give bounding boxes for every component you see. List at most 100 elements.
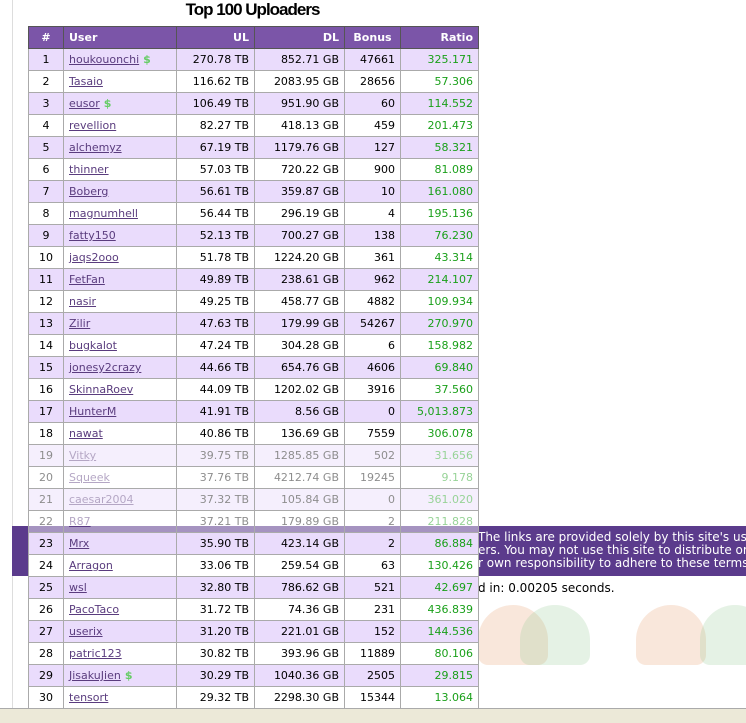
uploaded: 41.91 TB	[176, 400, 255, 423]
dollar-icon: $	[124, 669, 133, 682]
downloaded: 74.36 GB	[254, 598, 345, 621]
downloaded: 1179.76 GB	[254, 136, 345, 159]
user-link[interactable]: caesar2004	[69, 493, 134, 506]
user-link[interactable]: PacoTaco	[69, 603, 120, 616]
user-link[interactable]: Arragon	[69, 559, 113, 572]
ratio: 361.020	[400, 488, 479, 511]
rank: 18	[28, 422, 64, 445]
uploaded: 47.24 TB	[176, 334, 255, 357]
downloaded: 786.62 GB	[254, 576, 345, 599]
user-link[interactable]: jaqs2ooo	[69, 251, 119, 264]
ratio: 201.473	[400, 114, 479, 137]
col-ul: UL	[176, 26, 255, 49]
bonus: 60	[344, 92, 401, 115]
ratio: 43.314	[400, 246, 479, 269]
uploaded: 29.32 TB	[176, 686, 255, 709]
user-link[interactable]: nawat	[69, 427, 103, 440]
ratio: 270.970	[400, 312, 479, 335]
uploaded: 44.09 TB	[176, 378, 255, 401]
bonus: 2505	[344, 664, 401, 687]
table-row: 18 nawat 40.86 TB 136.69 GB 7559 306.078	[28, 422, 479, 445]
bonus: 0	[344, 488, 401, 511]
user-cell: patric123	[63, 642, 177, 665]
rank: 30	[28, 686, 64, 709]
bonus: 361	[344, 246, 401, 269]
uploaded: 57.03 TB	[176, 158, 255, 181]
user-cell: caesar2004	[63, 488, 177, 511]
user-link[interactable]: Squeek	[69, 471, 110, 484]
ratio: 42.697	[400, 576, 479, 599]
user-link[interactable]: wsl	[69, 581, 87, 594]
rank: 20	[28, 466, 64, 489]
mascot-decoration	[636, 605, 706, 665]
ratio: 158.982	[400, 334, 479, 357]
user-link[interactable]: Mrx	[69, 537, 90, 550]
uploaded: 30.82 TB	[176, 642, 255, 665]
user-link[interactable]: userix	[69, 625, 103, 638]
user-link[interactable]: revellion	[69, 119, 117, 132]
downloaded: 720.22 GB	[254, 158, 345, 181]
col-user: User	[63, 26, 177, 49]
table-header-row: # User UL DL Bonus Ratio	[28, 26, 479, 49]
table-row: 19 Vitky 39.75 TB 1285.85 GB 502 31.656	[28, 444, 479, 467]
user-link[interactable]: R87	[69, 515, 91, 528]
bonus: 4	[344, 202, 401, 225]
bonus: 4606	[344, 356, 401, 379]
user-link[interactable]: bugkalot	[69, 339, 117, 352]
ratio: 13.064	[400, 686, 479, 709]
user-cell: JisakuJien $	[63, 664, 177, 687]
user-link[interactable]: Vitky	[69, 449, 97, 462]
user-link[interactable]: tensort	[69, 691, 109, 704]
user-link[interactable]: Tasaio	[69, 75, 103, 88]
user-link[interactable]: eusor	[69, 97, 100, 110]
dollar-icon: $	[103, 97, 112, 110]
bonus: 47661	[344, 48, 401, 71]
ratio: 5,013.873	[400, 400, 479, 423]
user-link[interactable]: jonesy2crazy	[69, 361, 142, 374]
rank: 23	[28, 532, 64, 555]
user-link[interactable]: Zilir	[69, 317, 91, 330]
ratio: 436.839	[400, 598, 479, 621]
status-bar	[0, 708, 746, 723]
user-link[interactable]: houkouonchi	[69, 53, 140, 66]
user-link[interactable]: fatty150	[69, 229, 116, 242]
uploaded: 106.49 TB	[176, 92, 255, 115]
user-link[interactable]: JisakuJien	[69, 669, 121, 682]
bonus: 54267	[344, 312, 401, 335]
table-row: 13 Zilir 47.63 TB 179.99 GB 54267 270.97…	[28, 312, 479, 335]
rank: 25	[28, 576, 64, 599]
user-link[interactable]: thinner	[69, 163, 109, 176]
user-link[interactable]: HunterM	[69, 405, 117, 418]
user-link[interactable]: SkinnaRoev	[69, 383, 134, 396]
table-row: 10 jaqs2ooo 51.78 TB 1224.20 GB 361 43.3…	[28, 246, 479, 269]
table-row: 15 jonesy2crazy 44.66 TB 654.76 GB 4606 …	[28, 356, 479, 379]
user-cell: fatty150	[63, 224, 177, 247]
mascot-decoration	[520, 605, 590, 665]
uploaded: 47.63 TB	[176, 312, 255, 335]
user-cell: Mrx	[63, 532, 177, 555]
uploaded: 40.86 TB	[176, 422, 255, 445]
downloaded: 4212.74 GB	[254, 466, 345, 489]
table-row: 5 alchemyz 67.19 TB 1179.76 GB 127 58.32…	[28, 136, 479, 159]
bonus: 138	[344, 224, 401, 247]
user-cell: bugkalot	[63, 334, 177, 357]
user-link[interactable]: Boberg	[69, 185, 109, 198]
user-link[interactable]: magnumhell	[69, 207, 138, 220]
user-cell: nasir	[63, 290, 177, 313]
user-link[interactable]: nasir	[69, 295, 97, 308]
table-row: 6 thinner 57.03 TB 720.22 GB 900 81.089	[28, 158, 479, 181]
uploaded: 37.32 TB	[176, 488, 255, 511]
table-row: 20 Squeek 37.76 TB 4212.74 GB 19245 9.17…	[28, 466, 479, 489]
user-link[interactable]: patric123	[69, 647, 122, 660]
rank: 13	[28, 312, 64, 335]
table-row: 9 fatty150 52.13 TB 700.27 GB 138 76.230	[28, 224, 479, 247]
dollar-icon: $	[143, 53, 151, 66]
user-link[interactable]: FetFan	[69, 273, 105, 286]
table-row: 23 Mrx 35.90 TB 423.14 GB 2 86.884	[28, 532, 479, 555]
rank: 3	[28, 92, 64, 115]
downloaded: 1285.85 GB	[254, 444, 345, 467]
rank: 28	[28, 642, 64, 665]
bonus: 63	[344, 554, 401, 577]
user-link[interactable]: alchemyz	[69, 141, 122, 154]
downloaded: 179.89 GB	[254, 510, 345, 533]
